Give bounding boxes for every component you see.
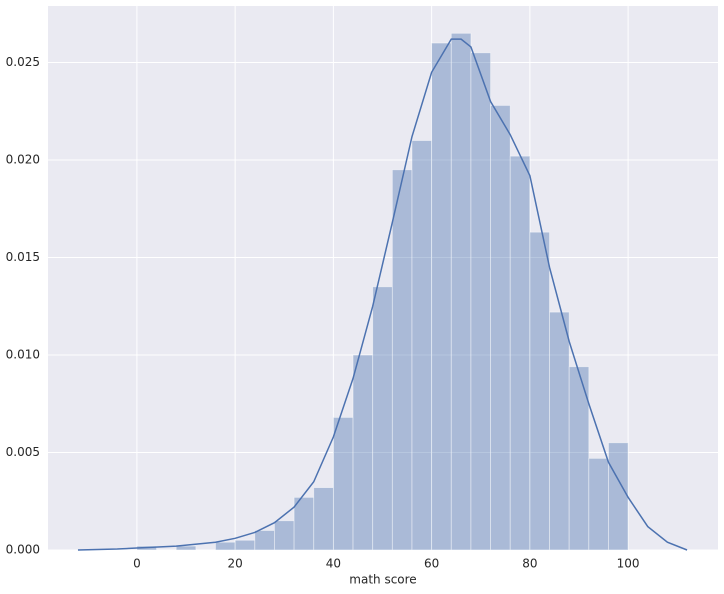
bar [372, 286, 393, 551]
bar [509, 155, 531, 551]
bar [313, 487, 334, 551]
bar [332, 417, 354, 551]
y-tick-label: 0.025 [6, 55, 40, 69]
kde-line [77, 38, 688, 551]
y-tick-label: 0.015 [6, 250, 40, 264]
x-tick-label: 0 [133, 557, 141, 571]
y-tick-label: 0.000 [6, 543, 40, 557]
bar [274, 520, 295, 551]
bar [608, 442, 629, 551]
bar [215, 541, 236, 551]
bar [391, 169, 413, 551]
plot-area [48, 6, 718, 550]
x-tick-label: 20 [228, 557, 243, 571]
bar [549, 311, 570, 551]
bar [254, 530, 275, 551]
x-tick-label: 60 [424, 557, 439, 571]
bar [352, 354, 374, 551]
y-tick-label: 0.005 [6, 445, 40, 459]
bar [293, 496, 315, 551]
bar [175, 545, 197, 551]
bar [431, 42, 452, 551]
bar [234, 539, 256, 551]
x-axis-label: math score [349, 573, 416, 587]
bar [529, 231, 550, 551]
bar [450, 32, 472, 551]
bar [490, 105, 511, 551]
y-tick-label: 0.010 [6, 348, 40, 362]
bar [411, 140, 433, 551]
y-tick-label: 0.020 [6, 153, 40, 167]
bar [470, 52, 491, 551]
x-tick-label: 80 [522, 557, 537, 571]
x-tick-label: 40 [326, 557, 341, 571]
x-tick-label: 100 [617, 557, 640, 571]
bar [588, 457, 609, 551]
